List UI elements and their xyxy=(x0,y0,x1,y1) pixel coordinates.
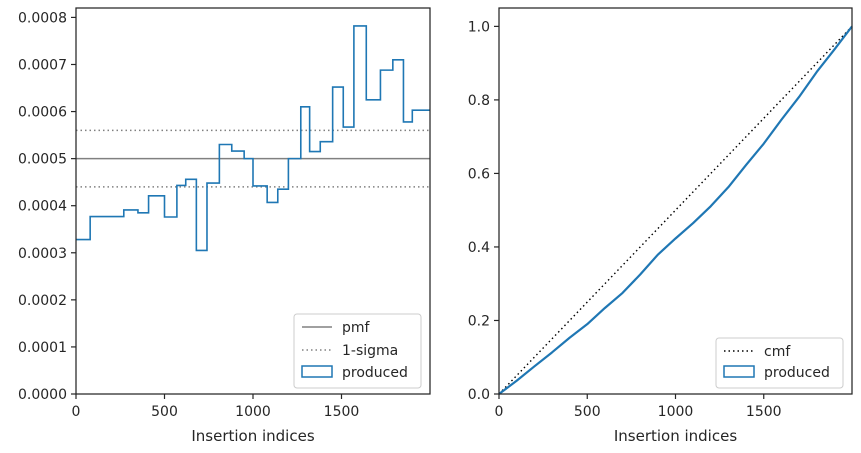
right-y-tick-label: 0.2 xyxy=(468,313,490,329)
right-y-tick-label: 1.0 xyxy=(468,19,490,35)
produced-step-series xyxy=(76,25,430,252)
legend-produced-swatch xyxy=(723,365,755,378)
left-axes-frame xyxy=(75,7,431,395)
left-y-tick-label: 0.0006 xyxy=(18,105,67,121)
legend-1-sigma-label: 1-sigma xyxy=(342,343,398,359)
left-y-ticks: 0.0000 0.0001 0.0002 0.0003 0.0004 0.0005 0.00… xyxy=(18,10,76,403)
left-x-tick-label: 1500 xyxy=(324,404,360,420)
right-x-tick-label: 0 xyxy=(495,404,504,420)
right-legend: cmf produced xyxy=(715,337,844,389)
legend-produced-label: produced xyxy=(764,365,830,381)
left-x-tick-label: 500 xyxy=(151,404,178,420)
left-y-tick-label: 0.0005 xyxy=(18,152,67,168)
right-y-tick-label: 0.6 xyxy=(468,166,490,182)
left-y-tick-label: 0.0002 xyxy=(18,293,67,309)
right-x-tick-label: 500 xyxy=(574,404,601,420)
left-x-ticks: 0 500 1000 1500 xyxy=(72,394,360,420)
left-y-tick-label: 0.0003 xyxy=(18,246,67,262)
left-y-tick-label: 0.0000 xyxy=(18,387,67,403)
right-axes-frame xyxy=(498,7,853,395)
right-x-tick-label: 1500 xyxy=(746,404,782,420)
legend-produced-swatch xyxy=(301,365,333,378)
right-x-axis-label: Insertion indices xyxy=(614,427,737,445)
right-y-tick-label: 0.4 xyxy=(468,240,490,256)
left-y-tick-label: 0.0008 xyxy=(18,10,67,26)
left-x-axis-label: Insertion indices xyxy=(191,427,314,445)
left-x-tick-label: 0 xyxy=(72,404,81,420)
cumulative-panel: 0.0 0.2 0.4 0.6 0.8 1.0 0 500 1000 1500 Insertio… xyxy=(468,7,853,445)
right-x-tick-label: 1000 xyxy=(658,404,694,420)
legend-cmf-label: cmf xyxy=(764,344,791,360)
right-y-tick-label: 0.0 xyxy=(468,387,490,403)
produced-step-line xyxy=(76,25,430,252)
left-legend: pmf 1-sigma produced xyxy=(293,313,422,389)
left-y-tick-label: 0.0004 xyxy=(18,199,67,215)
cumulative-series xyxy=(498,25,853,395)
right-x-ticks: 0 500 1000 1500 xyxy=(495,394,782,420)
produced-line xyxy=(498,25,853,395)
left-y-tick-label: 0.0001 xyxy=(18,340,67,356)
right-y-ticks: 0.0 0.2 0.4 0.6 0.8 1.0 xyxy=(468,19,499,403)
histogram-panel: 0.0000 0.0001 0.0002 0.0003 0.0004 0.0005 0.00… xyxy=(18,7,431,445)
legend-pmf-label: pmf xyxy=(342,320,371,336)
legend-produced-label: produced xyxy=(342,365,408,381)
left-legend-box xyxy=(293,313,422,389)
left-y-tick-label: 0.0007 xyxy=(18,57,67,73)
left-x-tick-label: 1000 xyxy=(235,404,271,420)
right-y-tick-label: 0.8 xyxy=(468,93,490,109)
